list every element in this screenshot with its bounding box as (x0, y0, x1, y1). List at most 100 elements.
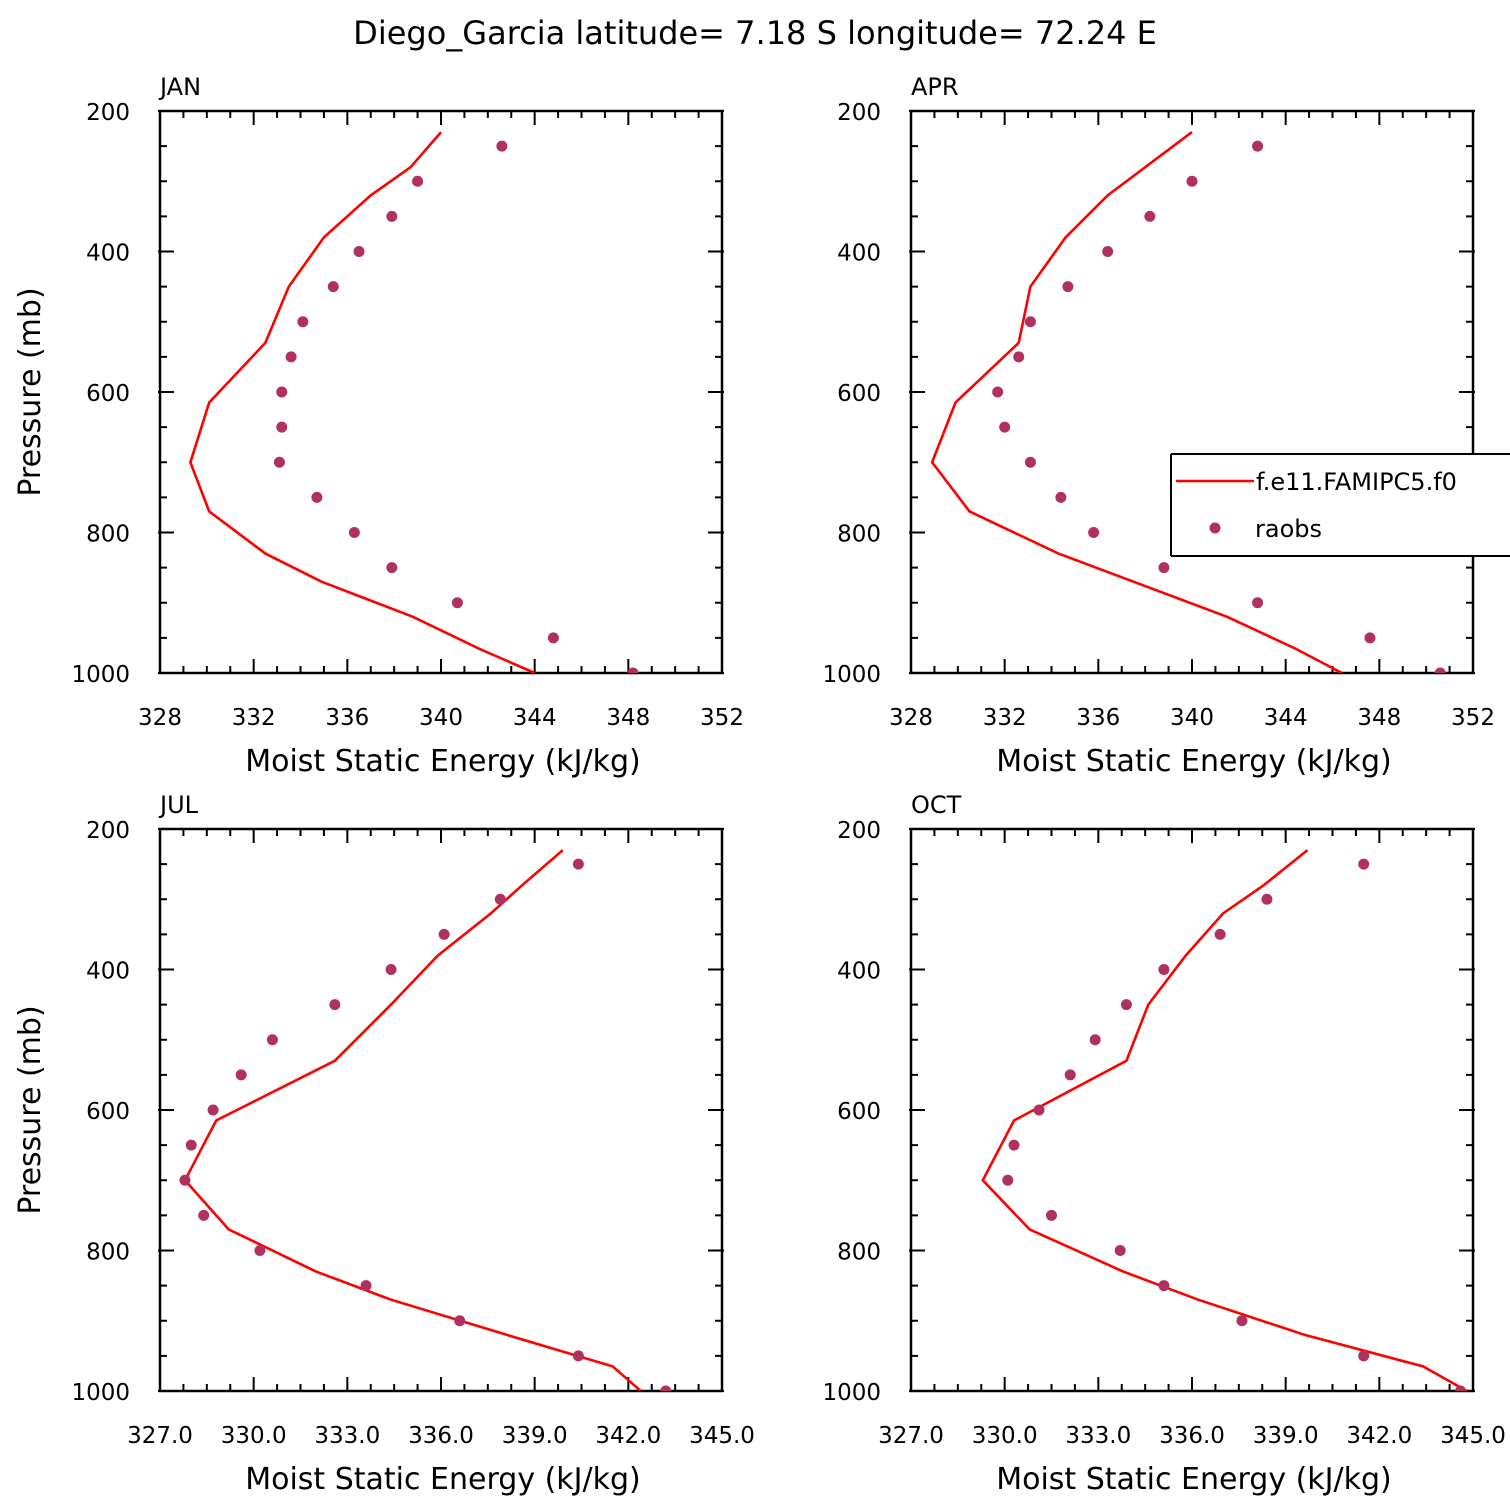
plot-area (981, 849, 1468, 1391)
y-tick-label: 1000 (71, 1380, 130, 1406)
raobs-point (311, 491, 323, 503)
raobs-point (1002, 1174, 1014, 1186)
raobs-point (360, 1280, 372, 1292)
raobs-point (1088, 527, 1100, 538)
raobs-point (198, 1209, 210, 1221)
raobs-point (547, 632, 559, 644)
raobs-point (273, 456, 285, 468)
x-tick-label: 339.0 (1253, 1423, 1319, 1449)
raobs-point (276, 386, 288, 398)
raobs-point (1144, 210, 1156, 222)
raobs-point (1434, 667, 1446, 673)
y-tick-label: 200 (86, 818, 130, 844)
raobs-point (329, 999, 341, 1011)
y-tick-label: 800 (837, 522, 881, 548)
raobs-point (1252, 140, 1264, 152)
y-tick-label: 200 (837, 100, 881, 126)
raobs-point (1120, 999, 1132, 1011)
legend-background (1172, 455, 1510, 555)
x-axis-title: Moist Static Energy (kJ/kg) (996, 1462, 1392, 1497)
y-tick-label: 200 (86, 100, 130, 126)
raobs-point (1252, 597, 1264, 609)
raobs-point (1008, 1139, 1020, 1151)
raobs-point (454, 1315, 466, 1327)
panel-label: JUL (158, 791, 199, 819)
y-tick-label: 1000 (822, 1380, 881, 1406)
y-tick-label: 400 (86, 959, 130, 985)
raobs-point (992, 386, 1004, 398)
y-tick-label: 400 (86, 241, 130, 267)
raobs-point (1024, 316, 1036, 328)
raobs-point (1062, 281, 1074, 293)
y-tick-label: 600 (837, 381, 881, 407)
raobs-point (1013, 351, 1025, 363)
y-tick-label: 1000 (71, 662, 130, 688)
x-axis-title: Moist Static Energy (kJ/kg) (996, 744, 1392, 779)
raobs-point (385, 964, 397, 975)
raobs-point (266, 1034, 278, 1046)
raobs-point (496, 140, 508, 152)
x-tick-label: 336 (325, 705, 369, 731)
x-tick-label: 336 (1076, 705, 1120, 731)
y-tick-label: 400 (837, 959, 881, 985)
raobs-point (179, 1174, 191, 1186)
x-tick-label: 345.0 (689, 1423, 755, 1449)
raobs-point (1158, 1280, 1170, 1292)
raobs-point (327, 281, 339, 293)
raobs-point (1358, 1350, 1370, 1362)
raobs-point (1186, 175, 1198, 187)
y-axis-title: Pressure (mb) (13, 1005, 48, 1214)
raobs-point (572, 1350, 584, 1362)
raobs-point (1364, 632, 1376, 644)
x-tick-label: 333.0 (1065, 1423, 1131, 1449)
x-tick-label: 330.0 (221, 1423, 287, 1449)
raobs-point (1046, 1209, 1057, 1221)
y-tick-label: 600 (837, 1099, 881, 1125)
x-tick-label: 342.0 (595, 1423, 661, 1449)
model-profile-line (930, 131, 1343, 673)
plot-area (189, 131, 639, 673)
x-tick-label: 342.0 (1346, 1423, 1412, 1449)
raobs-point (285, 351, 297, 363)
panel-label: OCT (911, 791, 962, 819)
x-tick-label: 344 (513, 705, 557, 731)
raobs-point (451, 597, 463, 609)
raobs-point (1089, 1034, 1101, 1046)
panel-oct: 327.0 330.0 333.0 336.0 339.0 342.0 345.0 200 40… (822, 791, 1505, 1497)
raobs-point (1214, 928, 1226, 940)
x-tick-label: 340 (1170, 705, 1214, 731)
plot-area (930, 131, 1446, 673)
x-tick-label: 336.0 (408, 1423, 474, 1449)
raobs-point (386, 210, 398, 222)
y-axis-title: Pressure (mb) (13, 287, 48, 496)
x-tick-label: 348 (1357, 705, 1401, 731)
x-tick-label: 333.0 (314, 1423, 380, 1449)
panel-label: APR (911, 73, 959, 101)
raobs-point (276, 421, 288, 433)
raobs-point (494, 893, 506, 905)
raobs-point (1102, 246, 1114, 257)
raobs-point (1033, 1104, 1045, 1116)
panel-jan: 328 332 336 340 344 348 352 200 400 600 800 1000 JAN… (13, 73, 744, 779)
x-tick-label: 348 (606, 705, 650, 731)
raobs-point (1261, 893, 1273, 905)
legend-model-label: f.e11.FAMIPC5.f0 (1256, 468, 1457, 496)
y-tick-label: 800 (837, 1240, 881, 1266)
raobs-point (348, 527, 360, 538)
x-tick-label: 328 (889, 705, 933, 731)
raobs-point (572, 858, 584, 870)
raobs-point (1358, 858, 1370, 870)
raobs-point (1114, 1245, 1126, 1256)
y-tick-label: 1000 (822, 662, 881, 688)
raobs-point (1158, 964, 1170, 975)
raobs-point (254, 1245, 266, 1256)
model-profile-line (183, 849, 642, 1391)
y-tick-label: 800 (86, 522, 130, 548)
x-tick-label: 327.0 (127, 1423, 193, 1449)
raobs-point (438, 928, 450, 940)
raobs-point (1024, 456, 1036, 468)
figure-title: Diego_Garcia latitude= 7.18 S longitude=… (353, 14, 1157, 52)
legend-marker-swatch (1209, 522, 1221, 534)
raobs-point (660, 1385, 672, 1391)
